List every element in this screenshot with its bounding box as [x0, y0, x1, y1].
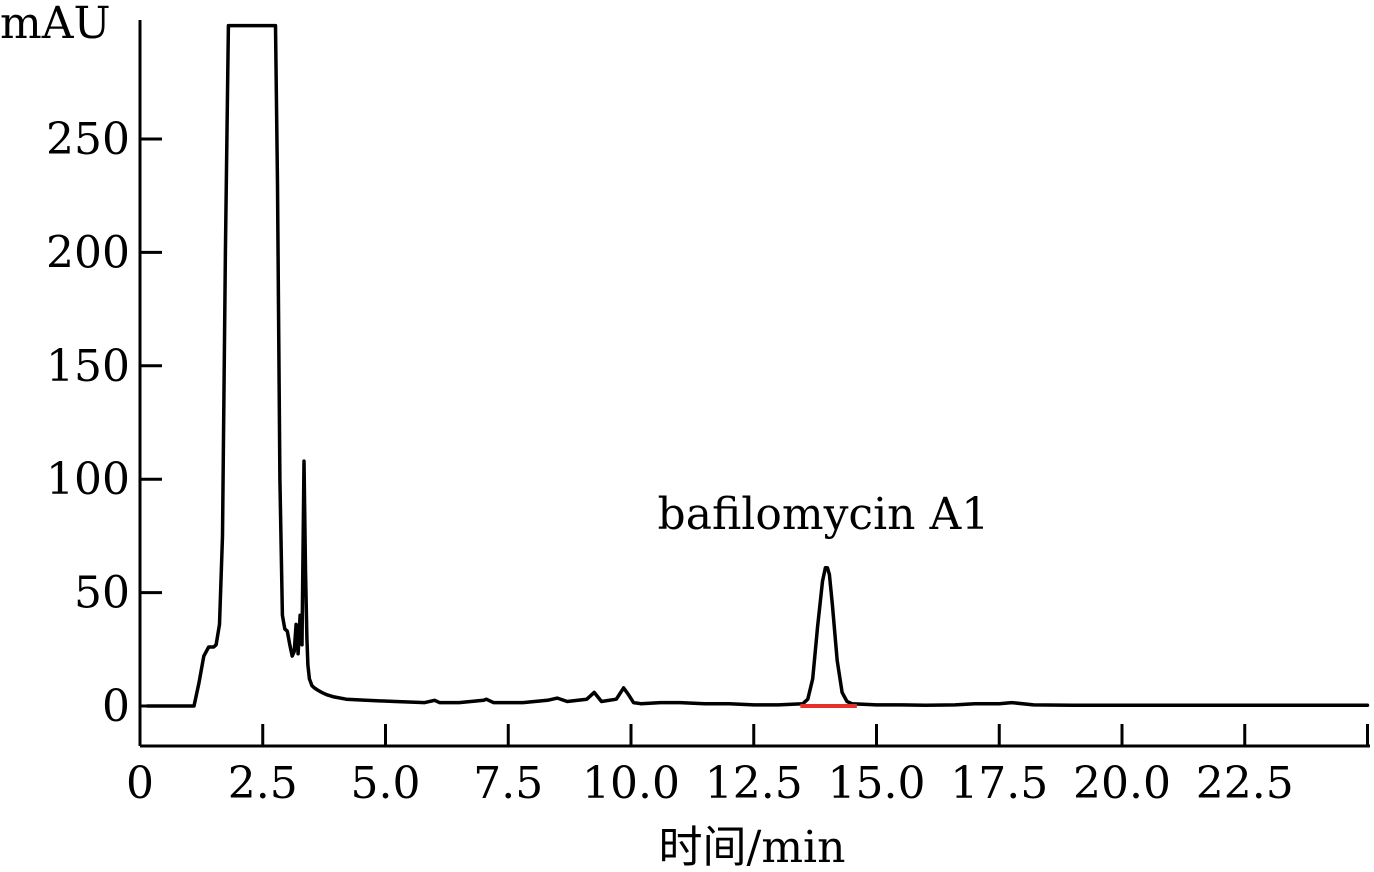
plot-area	[145, 23, 1370, 708]
x-tick-label: 2.5	[228, 758, 298, 809]
y-tick-label: 50	[74, 568, 130, 619]
x-tick-label: 5.0	[351, 758, 421, 809]
y-tick-label: 0	[102, 681, 130, 732]
labels: 0 50 100 150 200 250 0 2.5 5.0 7.5 10.0 12.5 15.0 17.…	[0, 0, 1294, 872]
x-tick-label: 0	[126, 758, 154, 809]
x-axis-label: 时间/min	[659, 822, 846, 872]
y-tick-label: 100	[46, 454, 130, 505]
x-tick-label: 20.0	[1073, 758, 1171, 809]
series-line	[145, 23, 1370, 708]
x-tick-label: 15.0	[828, 758, 926, 809]
axes	[138, 20, 1370, 748]
x-tick-label: 22.5	[1196, 758, 1294, 809]
peak-annotation: bafilomycin A1	[658, 489, 990, 540]
x-tick-label: 17.5	[950, 758, 1048, 809]
x-tick-label: 10.0	[582, 758, 680, 809]
y-tick-label: 200	[46, 227, 130, 278]
y-axis-label: mAU	[0, 0, 111, 49]
x-tick-label: 12.5	[705, 758, 803, 809]
y-tick-label: 250	[46, 114, 130, 165]
y-tick-label: 150	[46, 341, 130, 392]
x-tick-label: 7.5	[473, 758, 543, 809]
